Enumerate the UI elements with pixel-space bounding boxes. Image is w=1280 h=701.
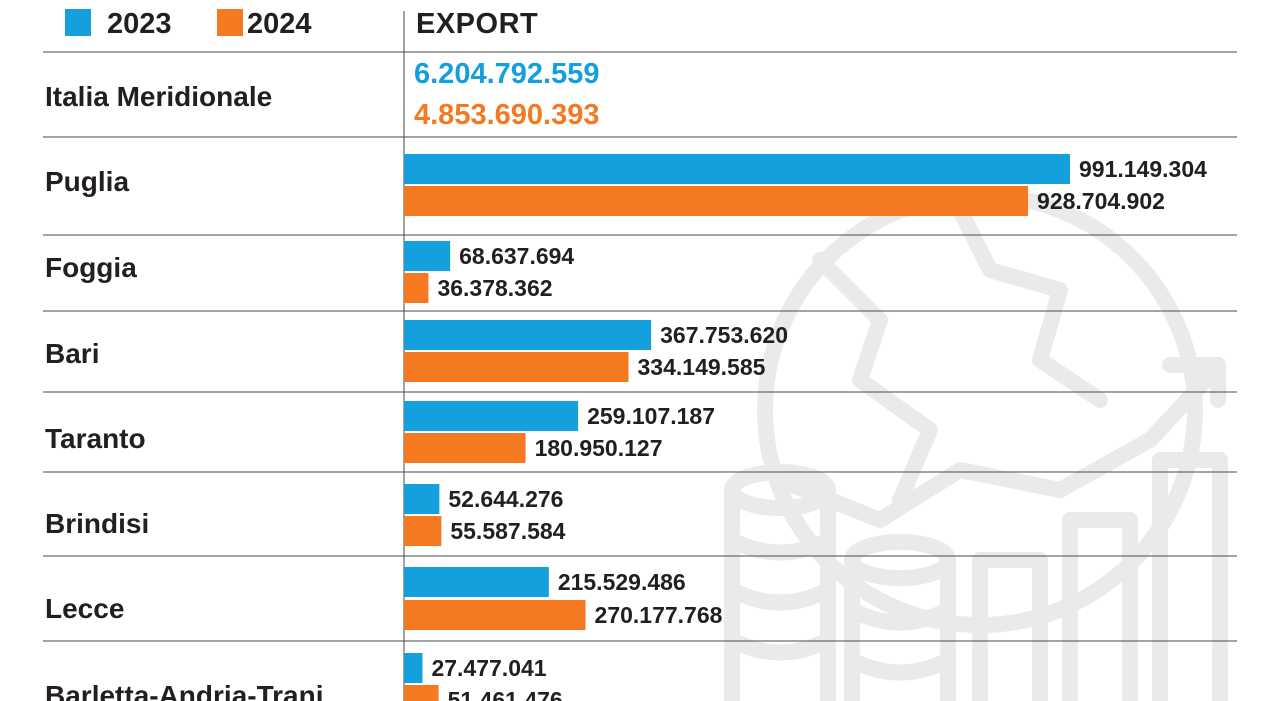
value-label-2024: 334.149.585 bbox=[638, 354, 766, 380]
bar-2023 bbox=[404, 653, 423, 683]
row-taranto: Taranto 259.107.187 180.950.127 bbox=[43, 401, 1237, 473]
category-label: Brindisi bbox=[45, 508, 149, 539]
value-label-2024: 180.950.127 bbox=[535, 435, 663, 461]
bar-2023 bbox=[404, 567, 549, 597]
chart-rows: Puglia 991.149.304 928.704.902 Foggia 68.637… bbox=[43, 154, 1237, 701]
category-label: Bari bbox=[45, 338, 99, 369]
row-barletta-andria-trani: Barletta-Andria-Trani 27.477.041 51.461.47… bbox=[45, 653, 563, 701]
bar-2024 bbox=[404, 186, 1029, 216]
column-header-export: EXPORT bbox=[416, 8, 538, 40]
row-brindisi: Brindisi 52.644.276 55.587.584 bbox=[43, 484, 1237, 557]
bar-2024 bbox=[404, 433, 526, 463]
value-label-2023: 991.149.304 bbox=[1079, 156, 1207, 182]
bar-2023 bbox=[404, 320, 652, 350]
legend: 2023 2024 bbox=[65, 8, 312, 40]
value-label-2023: 52.644.276 bbox=[448, 486, 563, 512]
row-foggia: Foggia 68.637.694 36.378.362 bbox=[43, 241, 1237, 312]
bar-2024 bbox=[404, 273, 429, 303]
category-label: Foggia bbox=[45, 252, 137, 283]
value-label-2023: 215.529.486 bbox=[558, 569, 686, 595]
category-label: Lecce bbox=[45, 593, 124, 624]
summary-row: Italia Meridionale 6.204.792.559 4.853.6… bbox=[45, 58, 599, 131]
value-label-2023: 27.477.041 bbox=[431, 655, 546, 681]
bar-2023 bbox=[404, 401, 579, 431]
row-lecce: Lecce 215.529.486 270.177.768 bbox=[43, 567, 1237, 642]
row-bari: Bari 367.753.620 334.149.585 bbox=[43, 320, 1237, 393]
value-label-2023: 68.637.694 bbox=[459, 243, 574, 269]
value-label-2024: 270.177.768 bbox=[595, 602, 723, 628]
bar-2024 bbox=[404, 600, 586, 630]
value-label-2023: 367.753.620 bbox=[660, 322, 788, 348]
summary-category-label: Italia Meridionale bbox=[45, 81, 272, 112]
legend-label-2024: 2024 bbox=[247, 8, 312, 40]
summary-total-2023: 6.204.792.559 bbox=[414, 58, 599, 90]
value-label-2024: 36.378.362 bbox=[437, 275, 552, 301]
bar-2023 bbox=[404, 241, 451, 271]
value-label-2024: 51.461.476 bbox=[448, 687, 563, 701]
bar-2023 bbox=[404, 154, 1070, 184]
row-puglia: Puglia 991.149.304 928.704.902 bbox=[43, 154, 1237, 236]
category-label: Taranto bbox=[45, 423, 146, 454]
value-label-2024: 928.704.902 bbox=[1037, 188, 1165, 214]
bar-2024 bbox=[404, 685, 439, 701]
bar-2024 bbox=[404, 352, 629, 382]
category-label: Barletta-Andria-Trani bbox=[45, 680, 324, 701]
summary-total-2024: 4.853.690.393 bbox=[414, 99, 599, 131]
category-label: Puglia bbox=[45, 166, 129, 197]
legend-label-2023: 2023 bbox=[107, 8, 172, 40]
value-label-2023: 259.107.187 bbox=[587, 403, 715, 429]
legend-swatch-2024 bbox=[217, 9, 243, 36]
bar-2024 bbox=[404, 516, 442, 546]
bar-2023 bbox=[404, 484, 440, 514]
value-label-2024: 55.587.584 bbox=[450, 518, 565, 544]
legend-swatch-2023 bbox=[65, 9, 91, 36]
